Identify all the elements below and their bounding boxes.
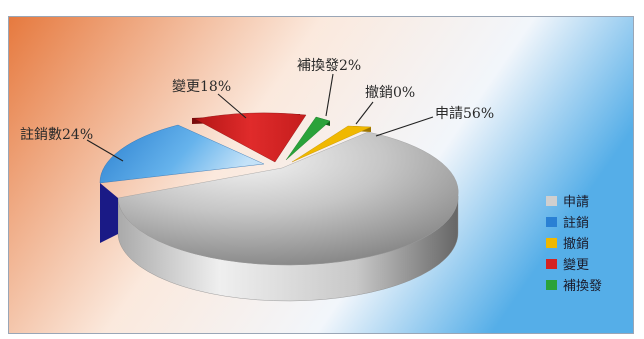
slice-chexiao (291, 125, 372, 163)
slice-biangeng (192, 112, 307, 163)
data-label-buhuanfa: 補換發2% (297, 58, 361, 74)
slice-buhuanfa-top (285, 116, 331, 161)
slice-shenqing (117, 131, 459, 302)
leader-line-chexiao (355, 101, 374, 125)
legend-label-biangeng: 變更 (563, 257, 589, 273)
leader-line-biangeng (217, 93, 247, 119)
slice-chexiao-top (291, 125, 372, 163)
data-label-zhuxiao: 註銷數24% (20, 127, 93, 143)
chart-border (8, 16, 634, 334)
leader-line-zhuxiao (86, 139, 124, 162)
slice-biangeng-top (194, 112, 307, 163)
data-label-shenqing: 申請56% (435, 106, 494, 122)
data-label-biangeng: 變更18% (172, 79, 231, 95)
leader-lines (86, 73, 434, 162)
legend-label-zhuxiao: 註銷 (563, 215, 589, 231)
legend-swatch-biangeng (546, 259, 557, 269)
leader-line-buhuanfa (325, 73, 334, 117)
data-label-chexiao: 撤銷0% (365, 85, 415, 101)
legend-swatch-buhuanfa (546, 280, 557, 290)
slice-shenqing-top (117, 131, 459, 266)
legend: 申請 註銷 撤銷 變更 補換發 (546, 195, 602, 294)
slice-zhuxiao-side (100, 183, 118, 243)
leader-line-shenqing (375, 116, 434, 137)
legend-swatch-zhuxiao (546, 217, 557, 227)
legend-label-buhuanfa: 補換發 (563, 279, 602, 294)
legend-swatch-chexiao (546, 238, 557, 248)
slice-zhuxiao (99, 124, 265, 243)
slice-buhuanfa (285, 116, 331, 161)
legend-label-chexiao: 撤銷 (563, 236, 589, 252)
legend-label-shenqing: 申請 (563, 195, 589, 210)
slice-zhuxiao-top (99, 124, 265, 184)
legend-swatch-shenqing (546, 196, 557, 206)
